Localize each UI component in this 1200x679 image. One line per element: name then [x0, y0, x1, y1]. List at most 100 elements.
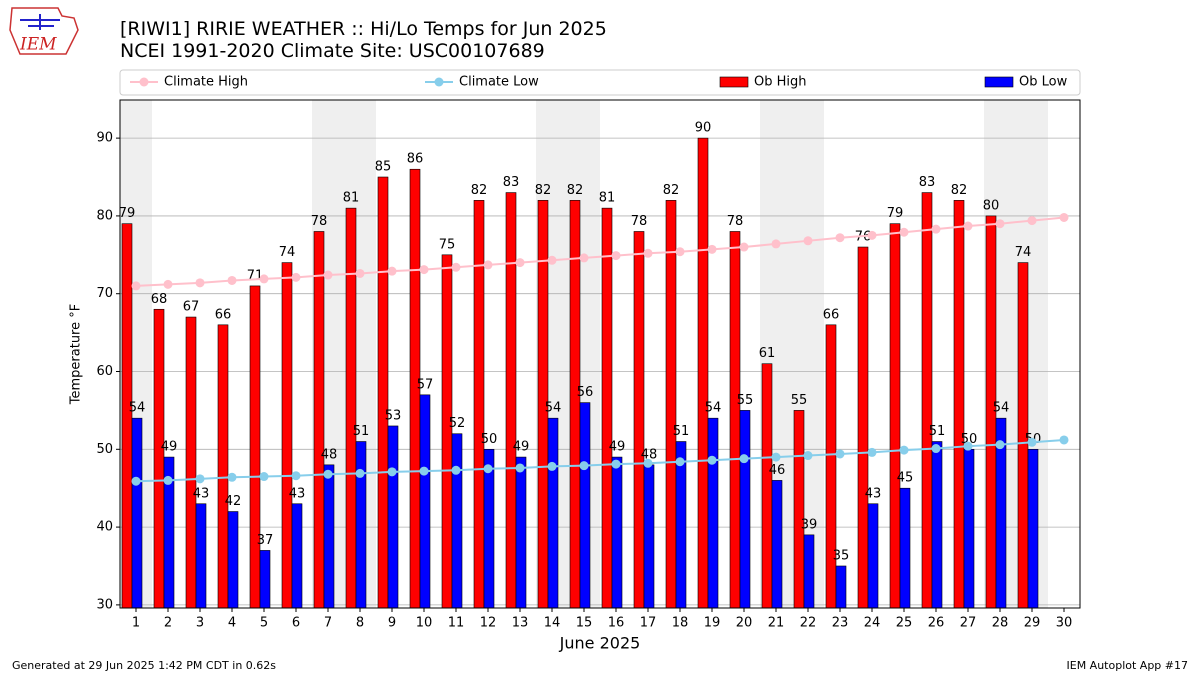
marker [963, 221, 973, 231]
marker [579, 253, 589, 263]
data-label: 51 [673, 424, 690, 439]
bar [185, 316, 197, 609]
data-label: 54 [705, 401, 722, 416]
marker [195, 278, 205, 288]
bar [675, 441, 687, 609]
bar [739, 410, 751, 609]
x-tick-label: 15 [576, 616, 593, 631]
bar [633, 231, 645, 609]
bar [259, 550, 271, 609]
x-tick-label: 3 [196, 616, 204, 631]
x-tick-label: 25 [896, 616, 913, 631]
data-label: 81 [343, 191, 360, 206]
bar [761, 363, 773, 609]
plot-frame [119, 99, 1081, 609]
x-tick-label: 12 [480, 616, 497, 631]
marker [195, 474, 205, 484]
bar [195, 503, 207, 609]
marker [899, 445, 909, 455]
chart-title: [RIWI1] RIRIE WEATHER :: Hi/Lo Temps for… [120, 18, 607, 40]
bar [441, 254, 453, 609]
bar [291, 503, 303, 609]
data-label: 66 [823, 307, 840, 322]
bar [889, 223, 901, 609]
data-label: 51 [929, 424, 946, 439]
data-label: 55 [791, 393, 808, 408]
data-label: 82 [951, 183, 968, 198]
chart-subtitle: NCEI 1991-2020 Climate Site: USC00107689 [120, 40, 545, 62]
legend-swatch [984, 76, 1014, 88]
bar [729, 231, 741, 609]
bar [131, 417, 143, 609]
legend-label: Ob High [754, 75, 807, 90]
marker [803, 451, 813, 461]
marker [323, 469, 333, 479]
data-label: 66 [215, 307, 232, 322]
bar [579, 402, 591, 609]
data-label: 39 [801, 517, 818, 532]
marker [451, 465, 461, 475]
marker [611, 251, 621, 261]
marker [707, 244, 717, 254]
data-label: 50 [481, 432, 498, 447]
x-tick-label: 4 [228, 616, 236, 631]
bar [387, 425, 399, 609]
bar [227, 511, 239, 609]
y-tick-label: 40 [96, 520, 113, 535]
data-label: 74 [1015, 245, 1032, 260]
x-tick-label: 23 [832, 616, 849, 631]
data-label: 57 [417, 377, 434, 392]
marker [483, 260, 493, 270]
logo: IEM [9, 7, 79, 55]
data-label: 74 [279, 245, 296, 260]
x-tick-label: 10 [416, 616, 433, 631]
marker [995, 219, 1005, 229]
data-label: 80 [983, 198, 1000, 213]
marker [387, 467, 397, 477]
y-tick-label: 70 [96, 286, 113, 301]
data-label: 49 [161, 440, 178, 455]
footer-left: Generated at 29 Jun 2025 1:42 PM CDT in … [12, 659, 276, 672]
marker [419, 265, 429, 275]
data-label: 46 [769, 463, 786, 478]
marker [1059, 212, 1069, 222]
data-label: 83 [503, 175, 520, 190]
bar [611, 456, 623, 609]
marker [771, 239, 781, 249]
marker [835, 449, 845, 459]
data-label: 49 [609, 440, 626, 455]
marker [1027, 216, 1037, 226]
data-label: 67 [183, 300, 200, 315]
data-label: 43 [865, 486, 882, 501]
x-tick-label: 24 [864, 616, 881, 631]
x-tick-label: 27 [960, 616, 977, 631]
data-label: 37 [257, 533, 274, 548]
marker [291, 272, 301, 282]
data-label: 90 [695, 121, 712, 136]
data-label: 48 [321, 447, 338, 462]
data-label: 61 [759, 346, 776, 361]
bar [377, 176, 389, 609]
x-tick-label: 2 [164, 616, 172, 631]
marker [579, 461, 589, 471]
bar [505, 192, 517, 609]
bar [569, 200, 581, 609]
marker [515, 463, 525, 473]
bar [665, 200, 677, 609]
legend-marker [434, 77, 444, 87]
x-tick-label: 8 [356, 616, 364, 631]
marker [963, 441, 973, 451]
legend-label: Climate Low [459, 75, 539, 90]
data-label: 85 [375, 160, 392, 175]
x-tick-label: 14 [544, 616, 561, 631]
marker [547, 255, 557, 265]
data-label: 82 [535, 183, 552, 198]
y-tick-label: 80 [96, 208, 113, 223]
x-tick-label: 13 [512, 616, 529, 631]
y-tick-label: 90 [96, 131, 113, 146]
marker [259, 472, 269, 482]
legend-box [119, 69, 1081, 96]
legend-label: Ob Low [1019, 75, 1068, 90]
marker [515, 258, 525, 268]
data-label: 75 [439, 237, 456, 252]
